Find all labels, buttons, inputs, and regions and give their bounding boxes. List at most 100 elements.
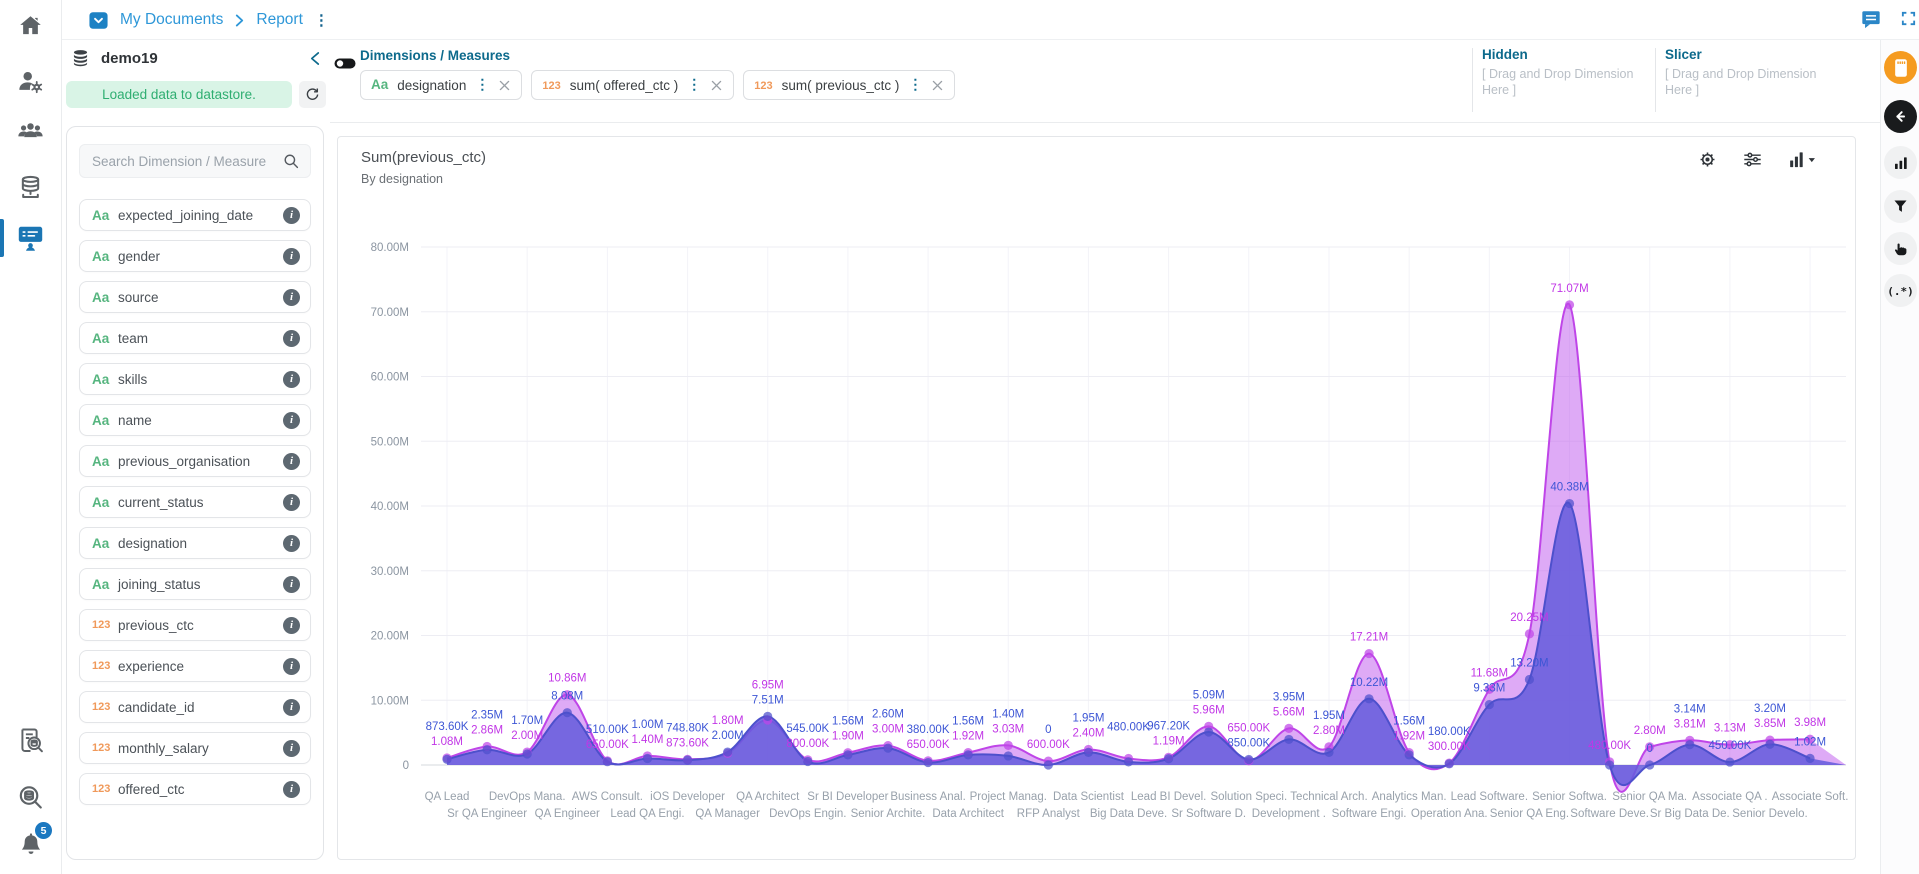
nav-search-log[interactable]	[0, 722, 61, 760]
regex-button[interactable]: (.*)	[1884, 274, 1917, 307]
filter-button[interactable]	[1884, 190, 1917, 223]
field-item-current_status[interactable]: Aa current_status i	[79, 486, 311, 518]
nav-reports[interactable]	[0, 219, 61, 257]
field-label: joining_status	[118, 576, 201, 592]
fullscreen-icon[interactable]	[1900, 10, 1917, 27]
active-indicator	[0, 219, 4, 257]
x-axis-label: Software Engi.	[1332, 808, 1407, 820]
data-label: 1.40M	[631, 734, 663, 746]
data-label: 1.40M	[992, 708, 1024, 720]
divider	[1655, 48, 1656, 112]
folder-icon[interactable]	[88, 11, 109, 30]
field-item-expected_joining_date[interactable]: Aa expected_joining_date i	[79, 199, 311, 231]
info-icon[interactable]: i	[283, 288, 300, 306]
search-icon[interactable]	[282, 152, 300, 170]
info-icon[interactable]: i	[283, 575, 300, 593]
chip-menu-icon[interactable]: ⋮	[687, 76, 702, 92]
field-item-team[interactable]: Aa team i	[79, 322, 311, 354]
chart-list-button[interactable]	[1884, 146, 1917, 179]
chart-settings-icon[interactable]	[1698, 150, 1717, 169]
chip-remove-icon[interactable]	[498, 79, 511, 92]
x-axis-label: QA Lead	[425, 791, 470, 803]
chart-type-dropdown-icon[interactable]	[1788, 150, 1817, 169]
breadcrumb-report[interactable]: Report	[256, 11, 303, 28]
info-icon[interactable]: i	[283, 534, 300, 552]
chip-remove-icon[interactable]	[710, 79, 723, 92]
data-label: 2.40M	[1072, 727, 1104, 739]
field-item-skills[interactable]: Aa skills i	[79, 363, 311, 395]
x-axis-label: iOS Developer	[650, 791, 725, 803]
field-item-designation[interactable]: Aa designation i	[79, 527, 311, 559]
bell-icon	[17, 831, 45, 859]
chip-menu-icon[interactable]: ⋮	[475, 76, 490, 92]
nav-home[interactable]	[0, 7, 61, 45]
info-icon[interactable]: i	[283, 452, 300, 470]
designation-area-chart[interactable]: 873.60K 1.08M 2.35M 2.86M 1.70M 2.00M 8.08M 10.…	[338, 137, 1857, 859]
data-label: 3.14M	[1674, 703, 1706, 715]
data-label: 3.95M	[1273, 691, 1305, 703]
field-item-previous_ctc[interactable]: 123 previous_ctc i	[79, 609, 311, 641]
info-icon[interactable]: i	[283, 657, 300, 675]
x-axis-label: Operation Ana.	[1411, 808, 1488, 820]
info-icon[interactable]: i	[283, 739, 300, 757]
chip-designation[interactable]: Aa designation ⋮	[360, 70, 523, 100]
builder-toggle[interactable]	[334, 57, 356, 70]
field-item-candidate_id[interactable]: 123 candidate_id i	[79, 691, 311, 723]
chart-card: Sum(previous_ctc) By designation 873.60K…	[337, 136, 1856, 860]
data-label: 300.00K	[1428, 741, 1471, 753]
nav-user-settings[interactable]	[0, 62, 61, 100]
nav-datastores[interactable]	[0, 168, 61, 206]
field-item-offered_ctc[interactable]: 123 offered_ctc i	[79, 773, 311, 805]
back-button[interactable]	[1884, 100, 1917, 133]
field-label: team	[118, 330, 149, 346]
hidden-title: Hidden	[1482, 47, 1528, 62]
nav-user-groups[interactable]	[0, 112, 61, 150]
chip-menu-icon[interactable]: ⋮	[908, 76, 923, 92]
chip-sumoffered_ctc[interactable]: 123 sum( offered_ctc ) ⋮	[531, 70, 735, 100]
field-item-experience[interactable]: 123 experience i	[79, 650, 311, 682]
x-axis-label: Solution Speci.	[1210, 791, 1287, 803]
field-item-monthly_salary[interactable]: 123 monthly_salary i	[79, 732, 311, 764]
field-item-previous_organisation[interactable]: Aa previous_organisation i	[79, 445, 311, 477]
info-icon[interactable]: i	[283, 329, 300, 347]
info-icon[interactable]: i	[283, 247, 300, 265]
field-label: current_status	[118, 494, 204, 510]
chip-sumprevious_ctc[interactable]: 123 sum( previous_ctc ) ⋮	[743, 70, 956, 100]
chip-remove-icon[interactable]	[931, 79, 944, 92]
data-label: 748.80K	[666, 722, 709, 734]
chart-options-icon[interactable]	[1742, 150, 1763, 169]
x-axis-label: DevOps Mana.	[489, 791, 566, 803]
field-item-source[interactable]: Aa source i	[79, 281, 311, 313]
save-button[interactable]	[1884, 51, 1917, 84]
text-type-icon: Aa	[92, 330, 110, 346]
pointer-button[interactable]	[1884, 232, 1917, 265]
info-icon[interactable]: i	[283, 206, 300, 224]
info-icon[interactable]: i	[283, 370, 300, 388]
info-icon[interactable]: i	[283, 698, 300, 716]
field-item-name[interactable]: Aa name i	[79, 404, 311, 436]
collapse-panel-icon[interactable]	[309, 51, 322, 66]
data-label: 3.00M	[872, 724, 904, 736]
x-axis-label: Lead BI Devel.	[1131, 791, 1206, 803]
field-item-joining_status[interactable]: Aa joining_status i	[79, 568, 311, 600]
nav-data-search[interactable]	[0, 778, 61, 816]
db-search-icon	[16, 783, 45, 812]
refresh-button[interactable]	[299, 81, 326, 108]
nav-notifications[interactable]: 5	[0, 822, 61, 864]
data-label: 545.00K	[786, 723, 829, 735]
slicer-dropzone[interactable]: Slicer [ Drag and Drop Dimension Here ]	[1665, 47, 1837, 98]
hidden-dropzone[interactable]: Hidden [ Drag and Drop Dimension Here ]	[1482, 47, 1654, 98]
info-icon[interactable]: i	[283, 780, 300, 798]
info-icon[interactable]: i	[283, 411, 300, 429]
data-label: 10.86M	[548, 673, 586, 685]
number-type-icon: 123	[542, 80, 561, 92]
search-input[interactable]	[90, 152, 282, 170]
info-icon[interactable]: i	[283, 616, 300, 634]
info-icon[interactable]: i	[283, 493, 300, 511]
breadcrumb-my-documents[interactable]: My Documents	[120, 11, 224, 28]
home-icon	[17, 13, 44, 39]
report-menu-button[interactable]: ⋮	[313, 11, 329, 29]
comments-icon[interactable]	[1860, 9, 1882, 30]
field-item-gender[interactable]: Aa gender i	[79, 240, 311, 272]
data-label: 11.68M	[1471, 667, 1509, 679]
